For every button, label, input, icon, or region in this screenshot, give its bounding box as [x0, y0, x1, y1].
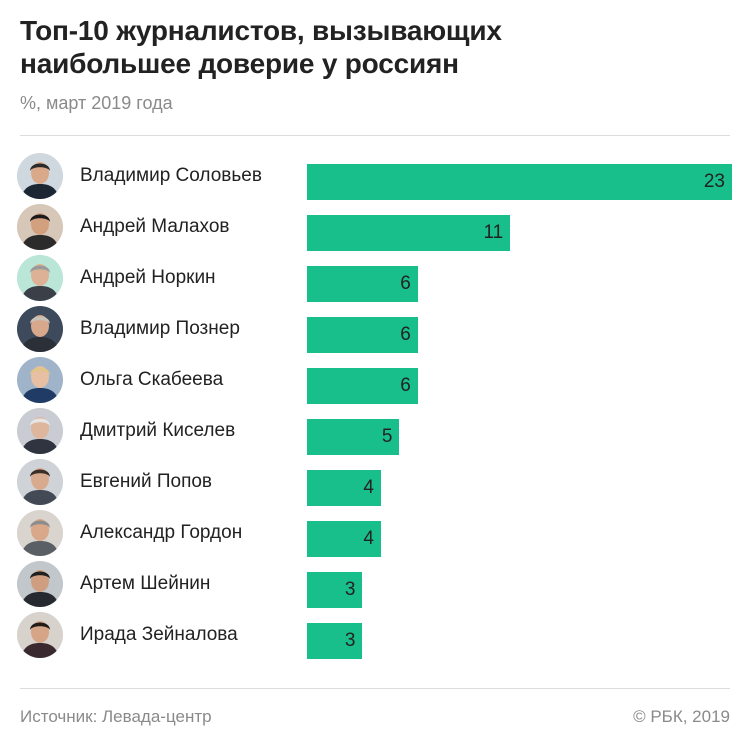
bar: 23 [307, 164, 732, 200]
bar-value-label: 6 [400, 375, 411, 396]
source-note: Источник: Левада-центр [20, 707, 212, 726]
bar-row: Ирада Зейналова 3 [0, 609, 750, 660]
bar-row: Владимир Познер 6 [0, 303, 750, 354]
bar: 4 [307, 470, 381, 506]
bar-row: Андрей Норкин 6 [0, 252, 750, 303]
portrait-grey-hair-icon [17, 255, 63, 301]
bottom-divider [20, 688, 730, 689]
bar-chart: Владимир Соловьев 23 Андрей Малахов 11 Андре… [0, 150, 750, 670]
bar-value-label: 4 [363, 477, 374, 498]
category-label: Евгений Попов [80, 471, 213, 492]
bar-row: Артем Шейнин 3 [0, 558, 750, 609]
bar-value-label: 11 [483, 222, 504, 243]
bar-row: Евгений Попов 4 [0, 456, 750, 507]
category-label: Андрей Малахов [80, 216, 230, 237]
bar: 5 [307, 419, 400, 455]
category-label: Владимир Познер [80, 318, 240, 339]
bar: 3 [307, 623, 363, 659]
bar: 6 [307, 368, 418, 404]
bar: 6 [307, 317, 418, 353]
bar-row: Александр Гордон 4 [0, 507, 750, 558]
chart-title-line-1: Топ-10 журналистов, вызывающих [20, 15, 502, 46]
copyright-note: © РБК, 2019 [633, 707, 730, 726]
portrait-dark-suit-icon [17, 153, 63, 199]
category-label: Александр Гордон [80, 522, 243, 543]
bar-row: Ольга Скабеева 6 [0, 354, 750, 405]
bar-value-label: 6 [400, 273, 411, 294]
bar-row: Дмитрий Киселев 5 [0, 405, 750, 456]
category-label: Андрей Норкин [80, 267, 216, 288]
portrait-dark-beard-icon [17, 561, 63, 607]
portrait-bald-icon [17, 306, 63, 352]
category-label: Ирада Зейналова [80, 624, 238, 645]
chart-title: Топ-10 журналистов, вызывающих наибольше… [20, 14, 740, 80]
category-label: Владимир Соловьев [80, 165, 262, 186]
portrait-dark-hair-icon [17, 204, 63, 250]
bar: 4 [307, 521, 381, 557]
portrait-grey-beard-icon [17, 510, 63, 556]
portrait-white-hair-icon [17, 408, 63, 454]
bar: 3 [307, 572, 363, 608]
bar: 6 [307, 266, 418, 302]
category-label: Артем Шейнин [80, 573, 211, 594]
portrait-dark-curly-icon [17, 612, 63, 658]
bar-value-label: 3 [344, 579, 356, 600]
bar: 11 [307, 215, 511, 251]
bar-row: Андрей Малахов 11 [0, 201, 750, 252]
bar-value-label: 5 [381, 426, 393, 447]
category-label: Дмитрий Киселев [80, 420, 236, 441]
portrait-blonde-icon [17, 357, 63, 403]
bar-value-label: 6 [400, 324, 411, 345]
chart-subtitle: %, март 2019 года [20, 93, 173, 113]
chart-title-line-2: наибольшее доверие у россиян [20, 48, 459, 79]
portrait-short-hair-icon [17, 459, 63, 505]
top-divider [20, 135, 730, 136]
bar-value-label: 4 [363, 528, 374, 549]
bar-row: Владимир Соловьев 23 [0, 150, 750, 201]
bar-value-label: 3 [344, 630, 356, 651]
category-label: Ольга Скабеева [80, 369, 224, 390]
bar-value-label: 23 [703, 171, 725, 192]
